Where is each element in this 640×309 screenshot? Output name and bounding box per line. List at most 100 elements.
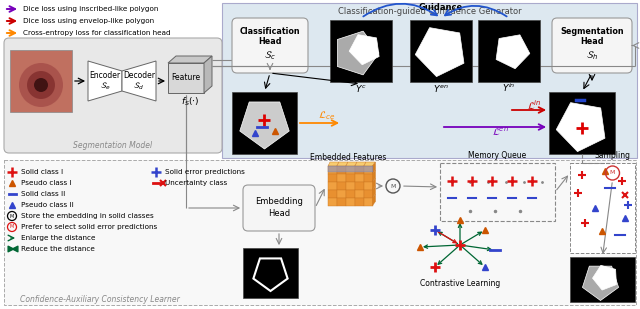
Polygon shape — [122, 61, 156, 101]
Text: Embedded Features: Embedded Features — [310, 153, 387, 162]
Polygon shape — [372, 178, 376, 189]
Text: Head: Head — [268, 210, 290, 218]
Bar — [337, 166, 346, 173]
Bar — [337, 182, 346, 189]
Text: Pseudo class II: Pseudo class II — [21, 202, 74, 208]
Polygon shape — [355, 162, 366, 166]
FancyBboxPatch shape — [552, 18, 632, 73]
Text: Feature: Feature — [172, 74, 200, 83]
Polygon shape — [496, 35, 530, 69]
Text: M: M — [10, 225, 14, 230]
Text: $Y^c$: $Y^c$ — [355, 83, 367, 94]
Polygon shape — [240, 102, 289, 149]
Text: Pseudo class I: Pseudo class I — [21, 180, 72, 186]
Text: Encoder: Encoder — [90, 71, 120, 81]
Text: Dice loss using inscribed-like polygon: Dice loss using inscribed-like polygon — [23, 6, 158, 12]
FancyBboxPatch shape — [4, 38, 222, 153]
Bar — [355, 198, 364, 205]
Text: $\mathcal{S}_d$: $\mathcal{S}_d$ — [133, 80, 145, 92]
Circle shape — [19, 63, 63, 107]
Text: Solid class II: Solid class II — [21, 191, 65, 197]
Text: Confidence-Auxiliary Consistency Learner: Confidence-Auxiliary Consistency Learner — [20, 295, 180, 304]
Polygon shape — [328, 162, 339, 166]
Text: Segmentation: Segmentation — [560, 28, 624, 36]
Text: M: M — [390, 184, 396, 188]
Polygon shape — [364, 162, 375, 166]
Bar — [364, 166, 372, 173]
Text: Uncertainty class: Uncertainty class — [165, 180, 227, 186]
Bar — [355, 174, 364, 181]
Bar — [549, 92, 615, 154]
Bar — [355, 190, 364, 197]
Bar — [364, 198, 372, 205]
Bar — [328, 190, 337, 197]
Bar — [346, 174, 355, 181]
Text: $\mathcal{S}_e$: $\mathcal{S}_e$ — [100, 80, 110, 92]
Polygon shape — [372, 194, 376, 205]
Bar — [168, 63, 204, 93]
Polygon shape — [88, 61, 122, 101]
Bar — [355, 166, 364, 173]
Text: Head: Head — [580, 37, 604, 46]
Bar — [232, 92, 297, 154]
Bar — [346, 190, 355, 197]
Text: Head: Head — [259, 37, 282, 46]
Text: $\mathcal{L}^{en}$: $\mathcal{L}^{en}$ — [492, 126, 508, 138]
Bar — [222, 3, 637, 158]
Polygon shape — [372, 186, 376, 197]
Text: $\mathcal{L}_{ce}$: $\mathcal{L}_{ce}$ — [318, 110, 336, 122]
Bar — [355, 182, 364, 189]
Text: Classification-guided Confidence Generator: Classification-guided Confidence Generat… — [338, 6, 522, 15]
Text: $\mathcal{L}^{in}$: $\mathcal{L}^{in}$ — [527, 98, 541, 112]
Polygon shape — [168, 56, 212, 63]
Text: $\mathcal{S}_h$: $\mathcal{S}_h$ — [586, 50, 598, 62]
Bar — [328, 174, 337, 181]
Text: Embedding: Embedding — [255, 197, 303, 206]
Text: Solid class I: Solid class I — [21, 169, 63, 175]
Bar — [364, 182, 372, 189]
Bar — [328, 166, 337, 173]
Circle shape — [27, 71, 55, 99]
Text: Prefer to select solid error predictions: Prefer to select solid error predictions — [21, 224, 157, 230]
Bar — [346, 182, 355, 189]
Text: M: M — [610, 171, 615, 176]
Text: M: M — [10, 214, 14, 218]
Text: Reduce the distance: Reduce the distance — [21, 246, 95, 252]
Bar — [570, 257, 635, 302]
Bar — [10, 50, 72, 112]
Bar — [4, 160, 636, 305]
Text: Guidance: Guidance — [419, 3, 463, 12]
Text: Store the embedding in solid classes: Store the embedding in solid classes — [21, 213, 154, 219]
Text: Contrastive Learning: Contrastive Learning — [420, 278, 500, 287]
Polygon shape — [337, 162, 348, 166]
Text: Sampling: Sampling — [595, 150, 630, 159]
Bar — [337, 174, 346, 181]
Text: Memory Queue: Memory Queue — [468, 151, 527, 160]
Bar — [346, 166, 355, 173]
Bar — [410, 20, 472, 82]
Bar — [328, 198, 337, 205]
FancyBboxPatch shape — [243, 185, 315, 231]
Polygon shape — [556, 103, 605, 152]
Bar — [328, 182, 337, 189]
Text: Segmentation Model: Segmentation Model — [74, 141, 152, 150]
Bar — [337, 198, 346, 205]
Polygon shape — [582, 266, 619, 300]
Bar — [440, 163, 555, 221]
Circle shape — [34, 78, 48, 92]
Polygon shape — [337, 31, 379, 75]
Polygon shape — [372, 162, 376, 173]
Text: Solid error predictions: Solid error predictions — [165, 169, 245, 175]
Polygon shape — [415, 28, 464, 77]
Polygon shape — [593, 265, 616, 290]
Bar — [337, 190, 346, 197]
Polygon shape — [349, 35, 379, 65]
Bar — [330, 20, 392, 82]
Bar — [243, 248, 298, 298]
Polygon shape — [372, 170, 376, 181]
Polygon shape — [346, 162, 357, 166]
Text: Classification: Classification — [240, 28, 300, 36]
Bar — [328, 166, 373, 172]
Text: Dice loss using envelop-like polygon: Dice loss using envelop-like polygon — [23, 18, 154, 24]
Text: Decoder: Decoder — [123, 71, 155, 81]
